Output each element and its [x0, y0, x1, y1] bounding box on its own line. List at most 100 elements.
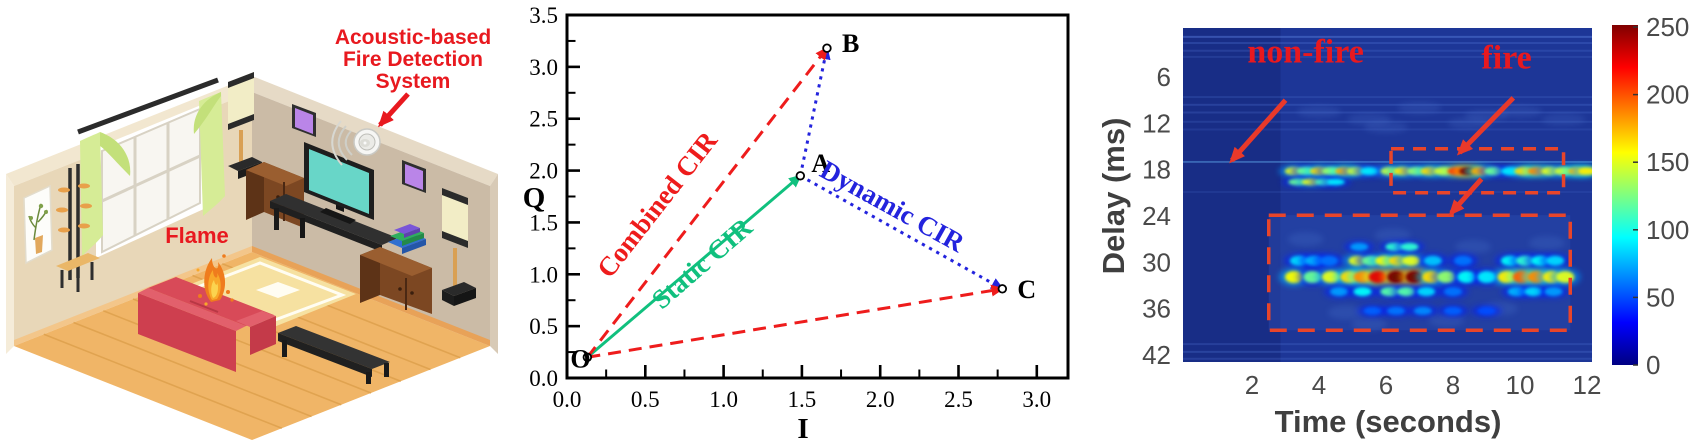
heat-blob-core [1391, 273, 1401, 281]
cabinet-right [360, 247, 432, 314]
heat-blob [1360, 167, 1379, 176]
heat-blob [1387, 306, 1406, 315]
colorbar-tick-label: 0 [1646, 350, 1660, 380]
point-O [582, 352, 593, 362]
coat-rack [56, 164, 100, 292]
colorbar-tick-label: 200 [1646, 80, 1689, 110]
point-label-O: O [570, 344, 590, 373]
heat-blob [1444, 287, 1462, 297]
hm-y-tick-label: 12 [1142, 108, 1171, 138]
heat-haze [1541, 113, 1586, 126]
sofa-arm-front [250, 316, 276, 355]
vector-label-static-cir: Static CIR [646, 212, 758, 315]
hm-x-tick-label: 10 [1506, 370, 1535, 400]
heat-stripe [1183, 96, 1592, 99]
heat-stripe [1183, 49, 1592, 52]
heat-stripe [1183, 343, 1592, 346]
inset-haze [1374, 228, 1411, 243]
wall-picture [23, 184, 53, 265]
heat-blob [1578, 167, 1592, 176]
hm-ylabel: Delay (ms) [1100, 118, 1131, 275]
iq-x-tick-label: 3.0 [1022, 387, 1051, 412]
left-wall-top-edge [6, 76, 252, 186]
system-label-line1: Acoustic-based [335, 26, 491, 49]
left-baseboard [14, 246, 252, 346]
heat-stripe [1183, 350, 1592, 353]
sound-wave-1 [344, 130, 353, 156]
iq-y-tick-label: 0.5 [529, 314, 558, 339]
curtain-swag-left [100, 132, 131, 176]
heat-blob [1524, 287, 1543, 297]
heatmap-panel: Time (seconds) Delay (ms) non-fire fire 2 4… [1100, 0, 1693, 443]
heat-blob [1402, 255, 1421, 266]
annotation-arrow [1456, 96, 1516, 156]
hm-y-tick-label: 24 [1142, 201, 1171, 231]
heat-blob [1330, 287, 1349, 297]
hm-y-tick-label: 6 [1157, 62, 1171, 92]
heat-blob [1400, 242, 1419, 251]
vector-dynamic-cir [799, 174, 1005, 291]
heat-blob [1457, 270, 1476, 283]
iq-x-tick-label: 2.0 [866, 387, 895, 412]
iq-x-tick-label: 1.5 [788, 387, 817, 412]
point-label-A: A [811, 149, 830, 178]
iq-y-tick-label: 2.0 [529, 159, 558, 184]
heat-stripe [1183, 111, 1592, 114]
sound-wave-2 [337, 125, 348, 161]
heat-blob [1353, 287, 1372, 297]
annotation-fire: fire [1481, 40, 1531, 77]
coffee-table [278, 326, 390, 384]
heat-blob [1454, 255, 1473, 266]
heat-blob [1320, 255, 1339, 266]
iq-ylabel: Q [523, 182, 546, 214]
fire-detector-speaker [331, 120, 381, 166]
colorbar-tick-label: 150 [1646, 147, 1689, 177]
heat-blob [1477, 270, 1496, 283]
heat-blob [1544, 287, 1563, 297]
iq-y-tick-label: 2.5 [529, 107, 558, 132]
annotation-arrow [1448, 177, 1484, 216]
heat-blob [1444, 306, 1462, 315]
heat-stripe [1183, 35, 1592, 38]
floor-lamp-left [228, 72, 262, 179]
hm-x-tick-label: 4 [1312, 370, 1326, 400]
iq-x-tick-label: 1.0 [709, 387, 738, 412]
tv-base [320, 208, 356, 224]
heat-stripe [1183, 103, 1592, 106]
flame-label: Flame [165, 223, 229, 248]
heat-blob [1350, 242, 1369, 251]
room-illustration-panel: Acoustic-based Fire Detection System Fla… [0, 0, 520, 443]
hm-y-tick-label: 18 [1142, 155, 1171, 185]
room-annotations: Acoustic-based Fire Detection System Fla… [165, 26, 491, 248]
point-C [997, 284, 1008, 294]
vector-combined-cir [586, 46, 829, 359]
rack-base [56, 253, 100, 271]
hm-x-tick-label: 2 [1245, 370, 1259, 400]
heat-haze [1397, 101, 1442, 114]
heat-blob [1546, 255, 1565, 266]
heat-stripe [1183, 42, 1592, 45]
floor-lamp-right [442, 188, 476, 306]
hm-x-tick-label: 6 [1379, 370, 1393, 400]
curtain-left [80, 132, 103, 256]
book-stack [388, 224, 426, 254]
curtain-rod [77, 77, 219, 135]
point-label-B: B [842, 29, 859, 58]
heat-blob [1423, 255, 1442, 266]
colorbar-tick-label: 50 [1646, 282, 1675, 312]
iq-xlabel: I [797, 413, 808, 443]
vector-dynamic-cir [798, 46, 831, 177]
iq-y-tick-label: 1.0 [529, 262, 558, 287]
hm-x-tick-label: 12 [1573, 370, 1602, 400]
curtain-swag-right [193, 92, 221, 134]
hm-y-tick-label: 30 [1142, 247, 1171, 277]
picture-vase [35, 235, 43, 254]
heat-haze [1297, 105, 1341, 118]
iq-x-tick-label: 0.0 [553, 387, 582, 412]
iq-chart-panel: I Q 0.0 0.5 1.0 1.5 2.0 2.5 3.0 0.0 0.5 1.0 1.5 2.0… [520, 0, 1100, 443]
heat-blob [1326, 178, 1345, 186]
inset-haze [1287, 232, 1324, 247]
inset-haze [1351, 317, 1388, 332]
hm-x-tick-label: 8 [1446, 370, 1460, 400]
